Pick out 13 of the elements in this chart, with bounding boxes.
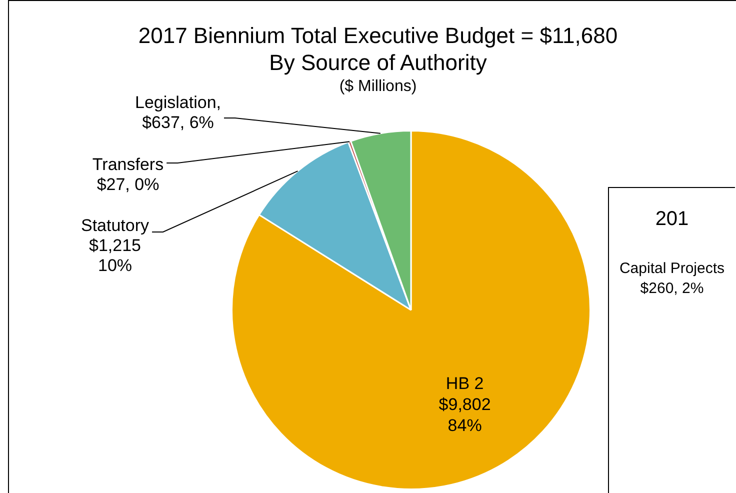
slice-label: Statutory: [80, 216, 150, 236]
slice-label: Legislation, $637, 6%: [134, 93, 222, 132]
text: 201: [654, 208, 690, 231]
data-label: $27, 0%: [96, 175, 160, 194]
data-label: $9,802 84%: [438, 394, 491, 435]
slice-label: HB 2: [446, 374, 484, 393]
text: $260, 2%: [639, 279, 705, 299]
chart-subtitle: By Source of Authority: [268, 49, 488, 76]
chart-title: 2017 Biennium Total Executive Budget = $11,680: [137, 22, 619, 49]
data-label: $1,215 10%: [89, 236, 141, 276]
slice-label: Transfers: [92, 155, 164, 174]
text: Capital Projects: [618, 259, 726, 279]
text: ($ Millions): [339, 78, 417, 95]
